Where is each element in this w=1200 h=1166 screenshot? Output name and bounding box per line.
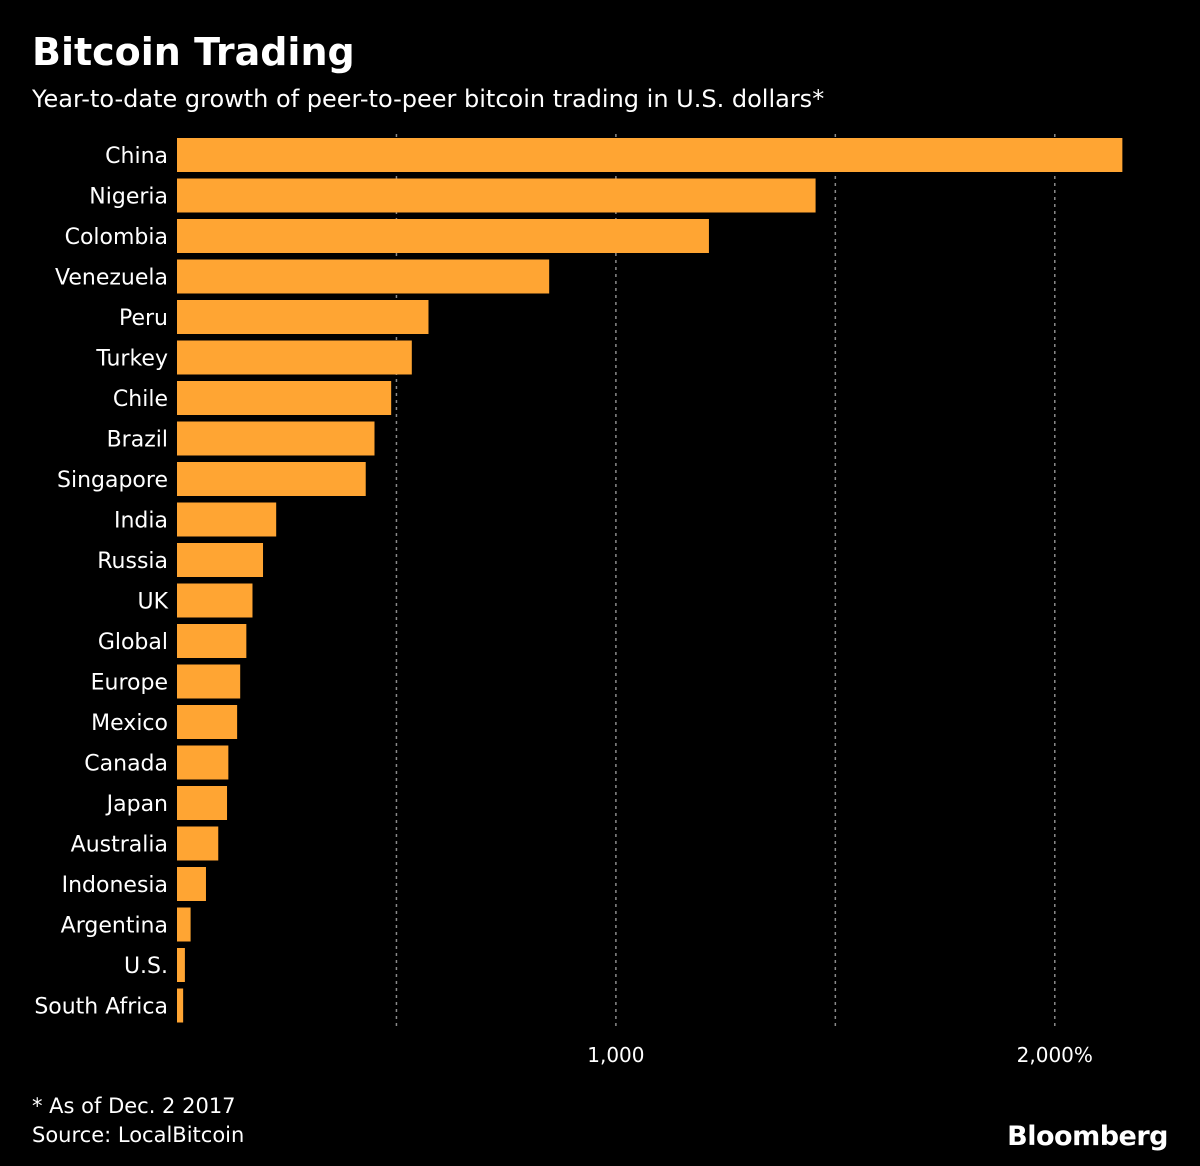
category-label: Brazil bbox=[107, 428, 168, 453]
x-tick-label: 2,000% bbox=[1017, 1043, 1093, 1067]
category-labels: China Nigeria Colombia Venezuela Peru Turkey C… bbox=[34, 144, 168, 1020]
chart-title: Bitcoin Trading bbox=[32, 30, 355, 74]
bar bbox=[177, 340, 412, 375]
bar bbox=[177, 219, 709, 253]
category-label: South Africa bbox=[34, 995, 168, 1020]
footnote: * As of Dec. 2 2017 bbox=[32, 1094, 236, 1118]
category-label: Europe bbox=[91, 671, 168, 696]
bar bbox=[177, 178, 816, 213]
bar bbox=[177, 745, 229, 780]
bar bbox=[177, 867, 206, 901]
bar bbox=[177, 624, 247, 658]
x-tick-label: 1,000 bbox=[587, 1043, 644, 1067]
category-label: Peru bbox=[119, 306, 168, 331]
bar bbox=[177, 948, 185, 982]
category-label: Global bbox=[98, 630, 168, 655]
bar bbox=[177, 381, 392, 415]
category-label: Colombia bbox=[65, 225, 168, 250]
category-label: India bbox=[114, 509, 168, 534]
bloomberg-logo: Bloomberg bbox=[1007, 1121, 1168, 1152]
category-label: Nigeria bbox=[89, 185, 168, 210]
x-tick-labels: 1,000 2,000% bbox=[587, 1043, 1093, 1067]
category-label: Australia bbox=[71, 833, 168, 858]
bar bbox=[177, 664, 241, 699]
bar bbox=[177, 259, 550, 294]
bar bbox=[177, 907, 191, 942]
category-label: Singapore bbox=[57, 468, 168, 493]
category-label: Japan bbox=[105, 792, 168, 817]
bar bbox=[177, 705, 238, 739]
category-label: U.S. bbox=[124, 954, 168, 979]
category-label: Venezuela bbox=[55, 266, 168, 291]
category-label: Russia bbox=[97, 549, 168, 574]
category-label: Canada bbox=[84, 752, 168, 777]
source-note: Source: LocalBitcoin bbox=[32, 1123, 245, 1147]
bar bbox=[177, 138, 1123, 172]
bar bbox=[177, 462, 366, 496]
category-label: China bbox=[105, 144, 168, 169]
bar bbox=[177, 988, 184, 1023]
bar bbox=[177, 421, 375, 456]
bar bbox=[177, 300, 429, 334]
category-label: Mexico bbox=[91, 711, 168, 736]
bar bbox=[177, 543, 264, 577]
category-label: Chile bbox=[113, 387, 168, 412]
bar bbox=[177, 583, 253, 618]
bar bbox=[177, 502, 277, 537]
category-label: Turkey bbox=[95, 347, 168, 372]
chart-subtitle: Year-to-date growth of peer-to-peer bitc… bbox=[32, 85, 825, 113]
category-label: Indonesia bbox=[62, 873, 168, 898]
category-label: Argentina bbox=[61, 914, 168, 939]
bar bbox=[177, 826, 219, 861]
bars bbox=[177, 138, 1123, 1023]
category-label: UK bbox=[137, 590, 168, 615]
bar bbox=[177, 786, 228, 820]
